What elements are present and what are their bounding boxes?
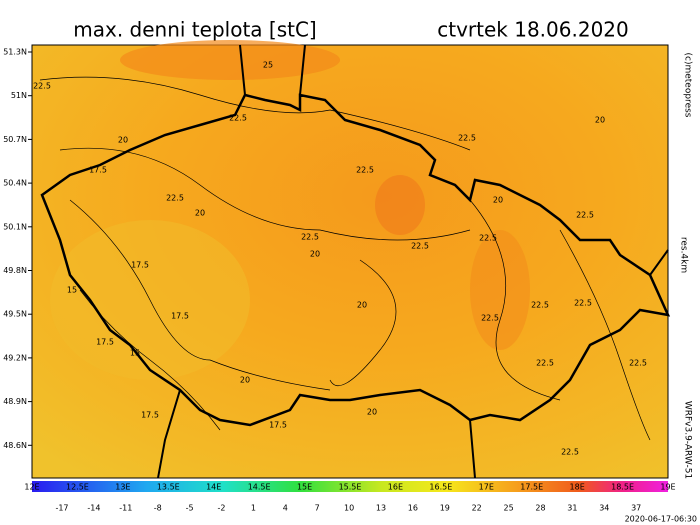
colorbar-label: 28 [535,504,545,513]
longitude-label: 15E [297,483,312,492]
contour-label: 20 [240,376,250,385]
contour-label: 22.5 [531,301,549,310]
latitude-label: 51.3N [3,48,27,57]
contour-line [329,259,397,386]
latitude-label: 49.2N [3,353,27,362]
colorbar-label: -5 [186,504,194,513]
resolution: res.4km [679,237,689,273]
contour-label: 17.5 [89,166,107,175]
contour-label: 22.5 [229,114,247,123]
contour-label: 20 [310,250,320,259]
contour-line [59,147,471,241]
latitude-label: 50.4N [3,179,27,188]
longitude-label: 18.5E [611,483,634,492]
longitude-label: 17E [479,483,494,492]
contour-line [39,76,471,151]
colorbar-label: -14 [87,504,100,513]
contour-label: 20 [118,136,128,145]
warm-region [470,230,530,350]
contour-label: 17.5 [141,411,159,420]
colorbar [32,481,668,492]
contour-label: 25 [263,61,273,70]
colorbar-label: 34 [599,504,609,513]
contour-label: 20 [367,408,377,417]
contour-label: 20 [357,301,367,310]
contour-label: 17.5 [96,338,114,347]
colorbar-label: 19 [440,504,450,513]
colorbar-label: 31 [567,504,577,513]
contour-label: 15 [130,349,140,358]
run-time: 2020-06-17-06:30 [625,515,697,524]
longitude-label: 18E [570,483,585,492]
model: WRFv3.9-ARW-51 [683,401,693,479]
latitude-label: 50.7N [3,135,27,144]
longitude-label: 15.5E [339,483,362,492]
warm-region [375,175,425,235]
colorbar-label: 4 [283,504,288,513]
colorbar-label: 25 [504,504,514,513]
contour-label: 22.5 [481,314,499,323]
colorbar-label: -8 [154,504,162,513]
contour-label: 22.5 [536,359,554,368]
contour-label: 22.5 [166,194,184,203]
colorbar-label: 10 [344,504,354,513]
longitude-label: 13.5E [157,483,180,492]
colorbar-label: 7 [315,504,320,513]
latitude-label: 48.6N [3,441,27,450]
contour-label: 22.5 [458,134,476,143]
contour-label: 20 [595,116,605,125]
contour-label: 22.5 [629,359,647,368]
longitude-label: 16.5E [429,483,452,492]
colorbar-label: -17 [55,504,68,513]
contour-label: 22.5 [479,234,497,243]
longitude-label: 14E [206,483,221,492]
latitude-label: 51N [11,91,27,100]
latitude-label: 48.9N [3,397,27,406]
longitude-label: 12E [24,483,39,492]
contour-line [69,199,331,391]
neighbor-border [157,44,669,479]
warm-region [120,40,340,80]
colorbar-label: 22 [472,504,482,513]
longitude-label: 12.5E [66,483,89,492]
colorbar-label: 1 [251,504,256,513]
longitude-label: 17.5E [520,483,543,492]
contour-label: 17.5 [171,312,189,321]
colorbar-label: -11 [119,504,132,513]
contour-label: 17.5 [269,421,287,430]
contour-label: 15 [67,286,77,295]
contour-label: 20 [195,209,205,218]
longitude-label: 14.5E [248,483,271,492]
latitude-label: 49.8N [3,266,27,275]
latitude-label: 50.1N [3,222,27,231]
contours [39,76,651,441]
contour-label: 22.5 [356,166,374,175]
colorbar-label: 16 [408,504,418,513]
contour-label: 22.5 [561,448,579,457]
longitude-label: 13E [115,483,130,492]
colorbar-label: 37 [631,504,641,513]
colorbar-label: 13 [376,504,386,513]
contour-label: 22.5 [33,82,51,91]
contour-label: 20 [493,196,503,205]
contour-label: 22.5 [576,211,594,220]
contour-label: 22.5 [411,242,429,251]
longitude-label: 19E [660,483,675,492]
copyright: (c)meteopress [683,53,693,118]
longitude-label: 16E [388,483,403,492]
latitude-label: 49.5N [3,310,27,319]
contour-label: 17.5 [131,261,149,270]
contour-label: 22.5 [301,233,319,242]
map-date: ctvrtek 18.06.2020 [437,18,629,42]
colorbar-label: -2 [218,504,226,513]
contour-line [469,199,561,401]
contour-label: 22.5 [574,299,592,308]
contour-line [559,229,651,441]
map-title: max. denni teplota [stC] [73,18,316,42]
